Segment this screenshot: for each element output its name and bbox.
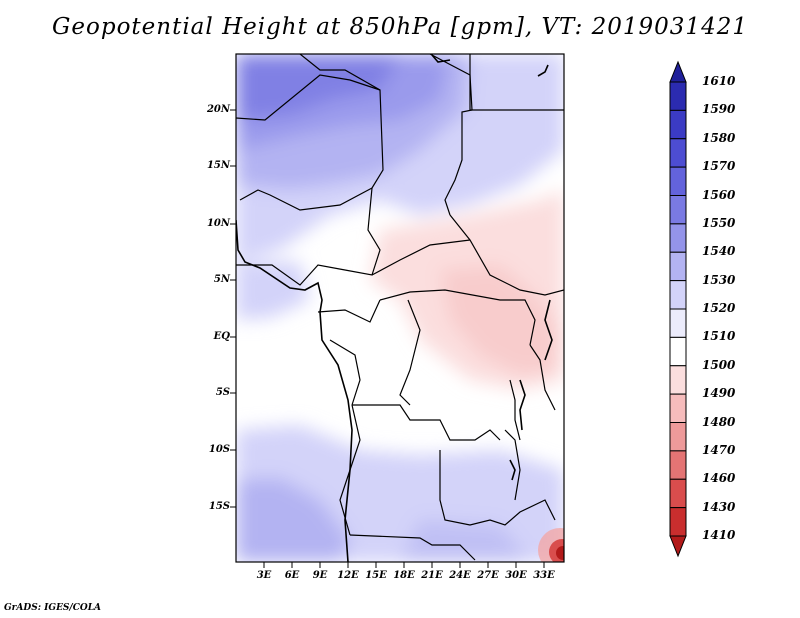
credit-text: GrADS: IGES/COLA: [4, 603, 102, 613]
colorbar-label: 1610: [702, 74, 736, 88]
coastlines: [236, 54, 553, 562]
colorbar-swatch: [669, 478, 687, 509]
colorbar-swatch: [669, 195, 687, 225]
lon-label: 27E: [477, 570, 499, 581]
lon-label: 18E: [393, 570, 415, 581]
map-title: Geopotential Height at 850hPa [gpm], VT:…: [52, 14, 748, 40]
lat-label: 5N: [213, 274, 230, 285]
colorbar-top-arrow: [669, 60, 687, 83]
colorbar-label: 1530: [702, 272, 736, 287]
lon-label: 3E: [256, 570, 272, 581]
colorbar-swatch: [669, 138, 687, 168]
lat-label: 10N: [206, 218, 230, 229]
colorbar-swatch: [669, 450, 687, 480]
colorbar-label: 1490: [702, 386, 736, 401]
colorbar: [669, 60, 687, 558]
colorbar-label: 1540: [702, 244, 736, 259]
colorbar-label: 1580: [702, 130, 736, 145]
colorbar-swatch: [669, 81, 687, 111]
colorbar-swatch: [669, 166, 687, 196]
colorbar-label: 1560: [702, 187, 736, 202]
colorbar-swatch: [669, 365, 687, 395]
lon-label: 6E: [284, 570, 300, 581]
lon-label: 9E: [312, 570, 328, 581]
lon-label: 24E: [449, 570, 471, 581]
lat-label: 20N: [206, 104, 230, 115]
colorbar-label: 1410: [702, 528, 736, 542]
colorbar-swatch: [669, 280, 687, 310]
lat-label: 5S: [215, 387, 230, 398]
colorbar-label: 1510: [702, 329, 736, 344]
colorbar-label: 1500: [702, 357, 736, 372]
height-field: [236, 54, 564, 562]
plot-frame: [235, 53, 565, 563]
lon-label: 33E: [533, 570, 555, 581]
colorbar-swatch: [669, 109, 687, 140]
colorbar-label: 1430: [702, 499, 736, 514]
colorbar-swatch: [669, 393, 687, 423]
colorbar-swatch: [669, 251, 687, 282]
lat-label: 15S: [208, 501, 230, 512]
colorbar-label: 1550: [702, 215, 736, 230]
colorbar-bottom-arrow: [669, 535, 687, 558]
lon-label: 21E: [421, 570, 443, 581]
lon-label: 30E: [505, 570, 527, 581]
colorbar-label: 1520: [702, 301, 736, 315]
lon-label: 15E: [365, 570, 387, 581]
colorbar-swatch: [669, 507, 687, 537]
colorbar-label: 1570: [702, 159, 736, 174]
colorbar-label: 1590: [702, 102, 736, 117]
colorbar-swatch: [669, 308, 687, 338]
colorbar-label: 1480: [702, 414, 736, 429]
colorbar-swatch: [669, 223, 687, 253]
lat-label: 10S: [208, 444, 230, 455]
colorbar-swatch: [669, 422, 687, 452]
colorbar-label: 1470: [702, 442, 736, 457]
lon-label: 12E: [337, 570, 359, 581]
colorbar-label: 1460: [702, 471, 736, 486]
lat-label: EQ: [213, 331, 230, 342]
colorbar-swatch: [669, 336, 687, 367]
axis-ticks: [230, 109, 545, 568]
lat-label: 15N: [206, 160, 230, 171]
